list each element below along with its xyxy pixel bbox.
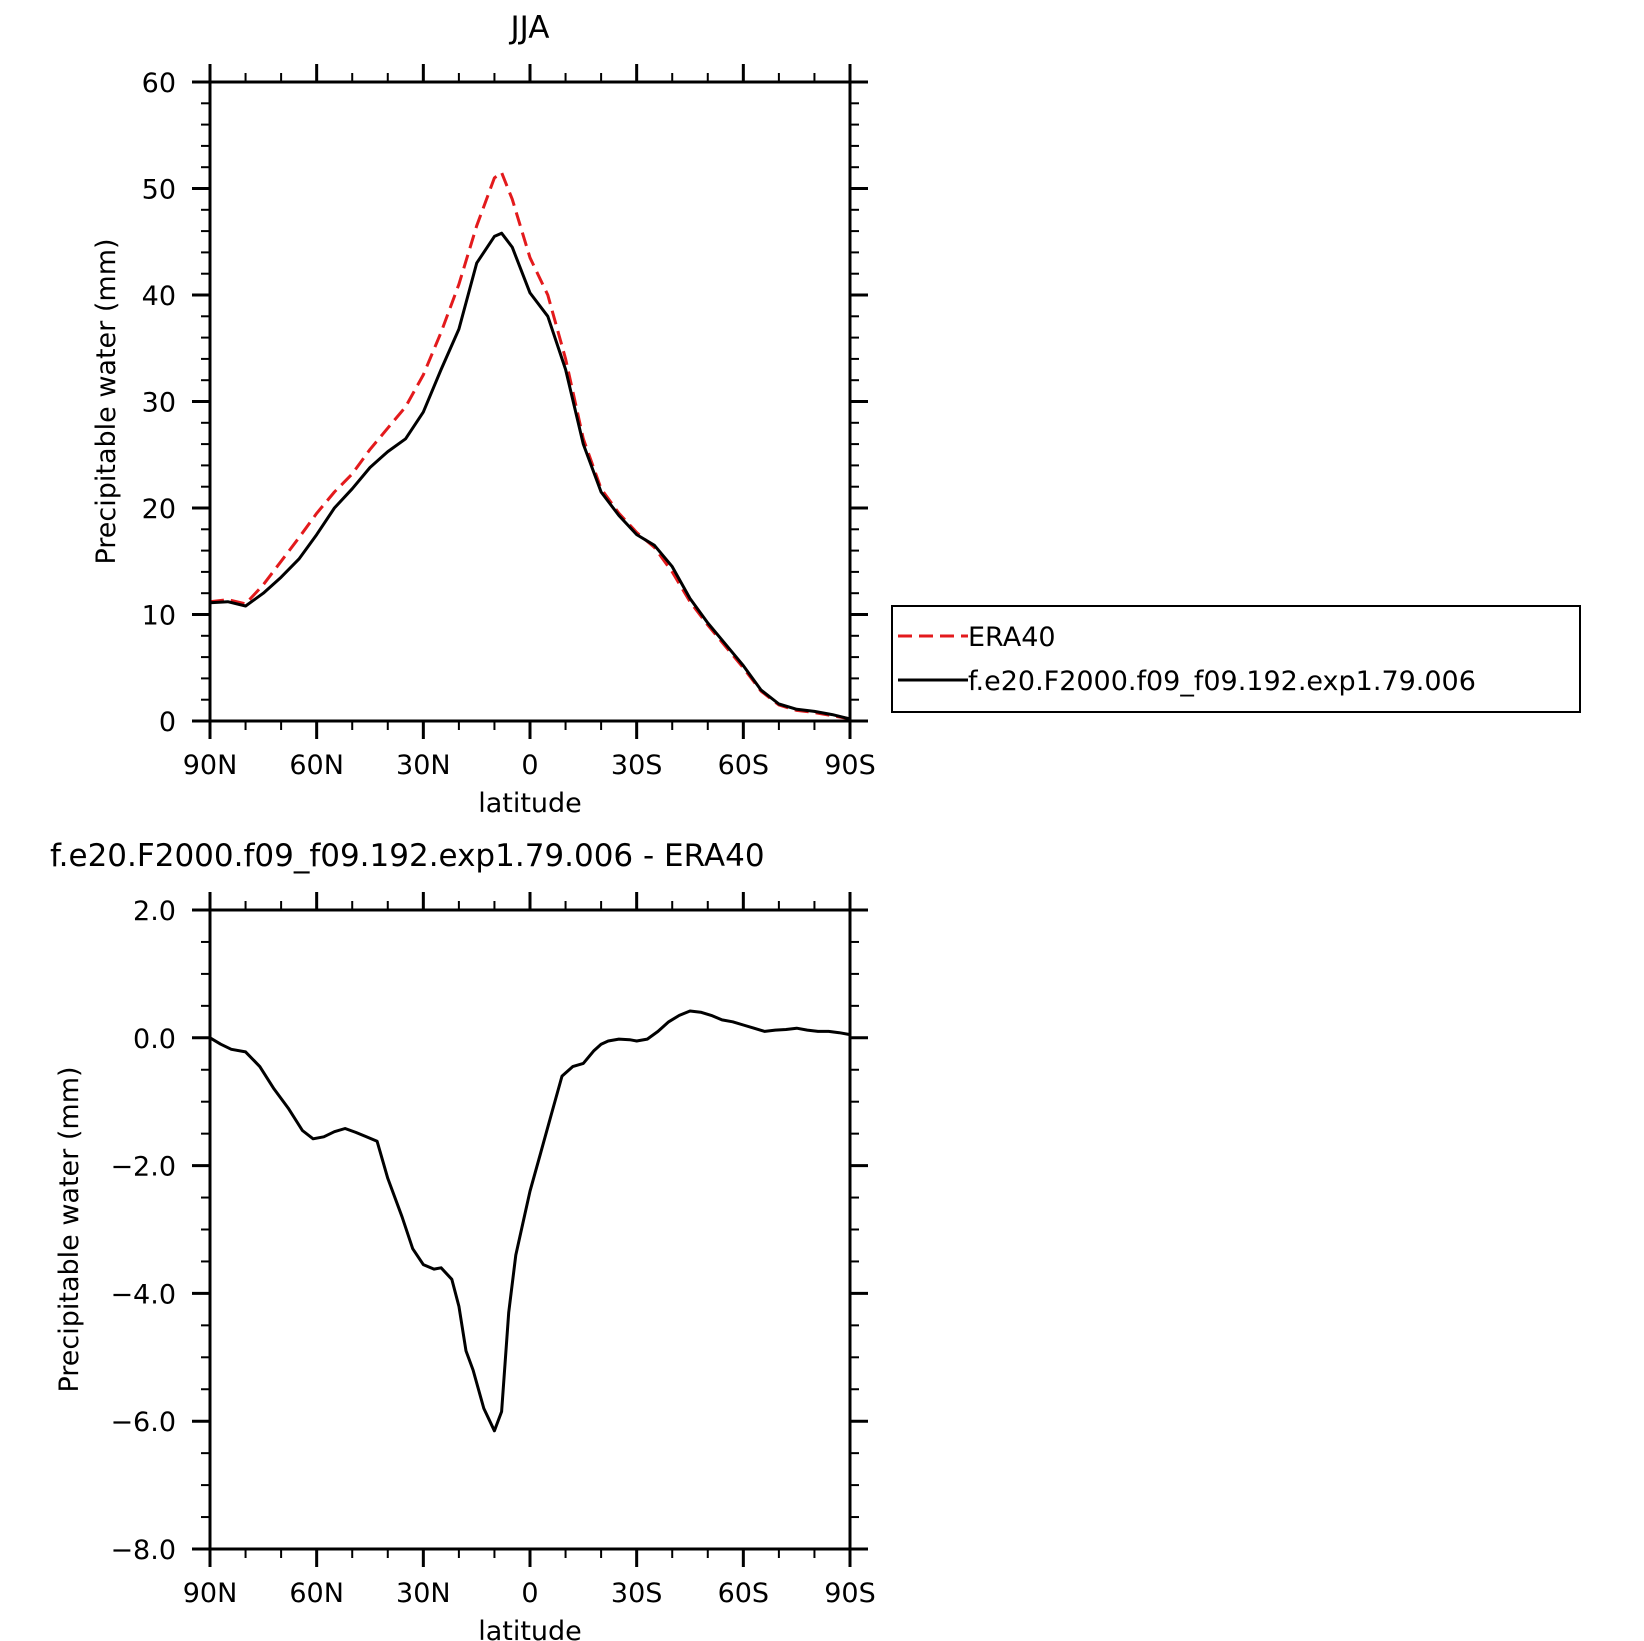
y-tick-label: 20 [142, 494, 176, 525]
plot-frame [208, 908, 852, 1551]
chart-title: f.e20.F2000.f09_f09.192.exp1.79.006 - ER… [50, 838, 765, 874]
x-tick-label: 60N [289, 750, 344, 781]
y-tick-label: 0 [159, 707, 176, 738]
y-axis-label: Precipitable water (mm) [91, 238, 122, 564]
legend-frame [891, 605, 1581, 713]
y-tick-label: 50 [142, 175, 176, 206]
y-tick-label: −8.0 [110, 1535, 176, 1566]
y-tick-label: 10 [142, 601, 176, 632]
y-tick-label: 40 [142, 281, 176, 312]
x-tick-label: 30S [611, 750, 663, 781]
y-tick-label: 0.0 [133, 1024, 176, 1055]
difference-chart-panel: f.e20.F2000.f09_f09.192.exp1.79.006 - ER… [50, 838, 876, 1641]
y-axis-label: Precipitable water (mm) [54, 1066, 85, 1392]
x-tick-label: 30N [396, 1578, 451, 1609]
x-tick-label: 90S [824, 1578, 876, 1609]
y-tick-label: −6.0 [110, 1407, 176, 1438]
x-tick-label: 60N [289, 1578, 344, 1609]
x-tick-label: 0 [521, 750, 538, 781]
x-axis-label: latitude [478, 1616, 582, 1641]
x-tick-label: 60S [718, 750, 770, 781]
x-tick-label: 30S [611, 1578, 663, 1609]
legend-entry-label: f.e20.F2000.f09_f09.192.exp1.79.006 [968, 666, 1476, 697]
y-tick-label: −2.0 [110, 1152, 176, 1183]
x-tick-label: 90N [183, 750, 238, 781]
chart-title: JJA [509, 10, 550, 46]
series-line-f-e20-f2000-f09-f09-192-exp1-79-006 [209, 231, 851, 721]
legend: ERA40 f.e20.F2000.f09_f09.192.exp1.79.006 [891, 605, 1581, 713]
y-tick-label: 60 [142, 68, 176, 99]
x-tick-label: 60S [718, 1578, 770, 1609]
x-tick-label: 0 [521, 1578, 538, 1609]
x-tick-label: 90N [183, 1578, 238, 1609]
y-tick-label: −4.0 [110, 1279, 176, 1310]
x-tick-label: 90S [824, 750, 876, 781]
y-tick-label: 30 [142, 388, 176, 419]
plot-frame [208, 80, 852, 723]
y-tick-label: 2.0 [133, 896, 176, 927]
x-axis-label: latitude [478, 788, 582, 819]
top-chart-panel: JJA 90N 60N 30N 0 30S 60S 90S 0 10 20 30 40 50 60 latit… [91, 10, 1581, 819]
x-tick-label: 30N [396, 750, 451, 781]
series-line-difference [209, 1009, 851, 1433]
legend-entry-label: ERA40 [968, 622, 1056, 653]
series-line-era40 [209, 171, 851, 721]
